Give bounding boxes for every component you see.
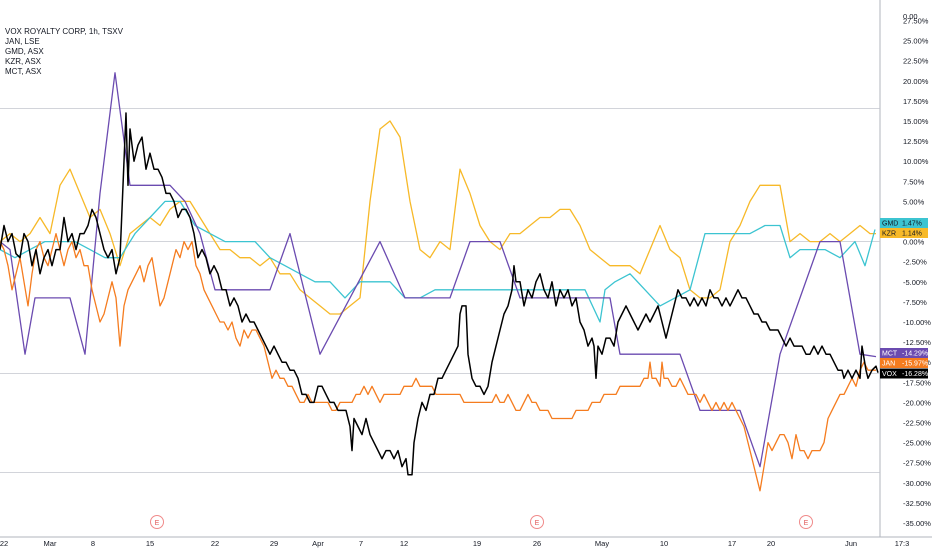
x-tick-label: 22 <box>211 539 219 548</box>
earnings-marker-label: E <box>535 520 540 527</box>
last-value-text: -15.97% <box>902 361 928 368</box>
x-tick-label: 7 <box>359 539 363 548</box>
x-tick-label: 17:3 <box>895 539 910 548</box>
earnings-marker-label: E <box>155 520 160 527</box>
x-tick-label: 29 <box>270 539 278 548</box>
last-value-text: 1.47% <box>902 221 922 228</box>
y-tick-label: 0.00 <box>903 12 918 21</box>
y-tick-label: 25.00% <box>903 37 929 46</box>
last-value-box <box>900 368 928 379</box>
y-tick-label: 12.50% <box>903 137 929 146</box>
y-tick-label: 17.50% <box>903 97 929 106</box>
y-tick-label: 20.00% <box>903 77 929 86</box>
y-tick-label: 0.00% <box>903 238 925 247</box>
x-tick-label: 20 <box>767 539 775 548</box>
y-tick-label: -2.50% <box>903 258 927 267</box>
y-tick-label: -20.00% <box>903 398 931 407</box>
x-tick-label: Apr <box>312 539 324 548</box>
y-tick-label: -35.00% <box>903 519 931 528</box>
chart-legend: VOX ROYALTY CORP, 1h, TSXV JAN, LSE GMD,… <box>5 27 123 77</box>
x-tick-label: 10 <box>660 539 668 548</box>
x-tick-label: 17 <box>728 539 736 548</box>
last-value-tag <box>880 348 900 358</box>
earnings-marker-label: E <box>804 520 809 527</box>
earnings-marker <box>150 515 164 529</box>
last-value-tag <box>880 218 900 228</box>
y-tick-label: 10.00% <box>903 157 929 166</box>
last-value-symbol: KZR <box>882 231 896 238</box>
earnings-marker <box>530 515 544 529</box>
x-tick-label: 22 <box>0 539 8 548</box>
last-value-symbol: GMD <box>882 221 898 228</box>
last-value-box <box>900 348 928 358</box>
x-tick-label: 15 <box>146 539 154 548</box>
last-value-tag <box>880 358 900 368</box>
x-tick-label: 19 <box>473 539 481 548</box>
last-value-tag <box>880 228 900 238</box>
y-tick-label: -10.00% <box>903 318 931 327</box>
last-value-symbol: VOX <box>882 371 897 378</box>
legend-main-symbol[interactable]: VOX ROYALTY CORP, 1h, TSXV <box>5 27 123 36</box>
x-tick-label: 12 <box>400 539 408 548</box>
last-value-box <box>900 218 928 228</box>
last-value-text: 1.14% <box>902 231 922 238</box>
last-value-text: -16.28% <box>902 371 928 378</box>
y-tick-label: 5.00% <box>903 197 925 206</box>
y-tick-label: -22.50% <box>903 419 931 428</box>
y-tick-label: -30.00% <box>903 479 931 488</box>
y-tick-label: -12.50% <box>903 338 931 347</box>
series-line-gmd <box>0 200 876 323</box>
y-tick-label: -17.50% <box>903 378 931 387</box>
legend-item-gmd[interactable]: GMD, ASX <box>5 47 44 56</box>
y-tick-label: 22.50% <box>903 57 929 66</box>
last-value-text: -14.29% <box>902 351 928 358</box>
x-tick-label: Mar <box>44 539 57 548</box>
x-tick-label: 8 <box>91 539 95 548</box>
x-tick-label: Jun <box>845 539 857 548</box>
y-tick-label: 7.50% <box>903 177 925 186</box>
y-tick-label: -27.50% <box>903 459 931 468</box>
legend-item-kzr[interactable]: KZR, ASX <box>5 57 42 66</box>
last-value-symbol: JAN <box>882 361 895 368</box>
last-value-box <box>900 358 928 368</box>
y-tick-label: -32.50% <box>903 499 931 508</box>
y-tick-label: -5.00% <box>903 278 927 287</box>
legend-item-mct[interactable]: MCT, ASX <box>5 67 42 76</box>
y-tick-label: -7.50% <box>903 298 927 307</box>
series-line-vox <box>0 112 879 476</box>
y-tick-label: -25.00% <box>903 439 931 448</box>
x-tick-label: May <box>595 539 609 548</box>
last-value-box <box>900 228 928 238</box>
last-value-tag <box>880 368 900 379</box>
last-value-symbol: MCT <box>882 351 898 358</box>
legend-item-jan[interactable]: JAN, LSE <box>5 37 40 46</box>
x-tick-label: 26 <box>533 539 541 548</box>
series-line-jan <box>0 232 876 492</box>
y-tick-label: 15.00% <box>903 117 929 126</box>
earnings-marker <box>799 515 813 529</box>
y-tick-label: 27.50% <box>903 17 929 26</box>
